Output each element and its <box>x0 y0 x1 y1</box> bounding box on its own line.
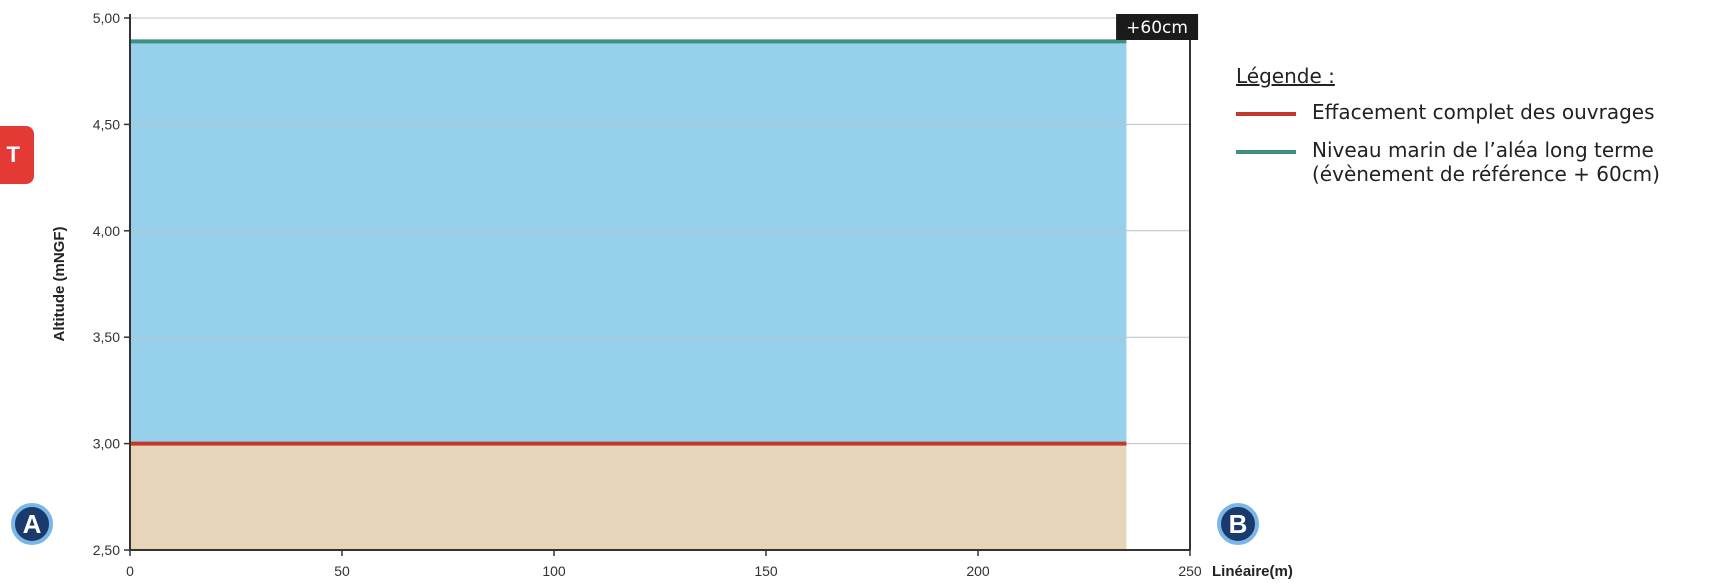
y-tick-label-5: 5,00 <box>93 10 120 26</box>
legend-swatch-red <box>1236 112 1296 116</box>
x-tick-label-0: 0 <box>126 563 134 579</box>
legend: Légende : Effacement complet des ouvrage… <box>1236 64 1716 200</box>
y-tick-label-2: 3,50 <box>93 329 120 345</box>
x-tick-label-3: 150 <box>754 563 778 579</box>
ground-fill <box>130 443 1127 550</box>
legend-item-effacement: Effacement complet des ouvrages <box>1236 100 1716 124</box>
y-axis-title: Altitude (mNGF) <box>51 227 68 342</box>
point-b-label: B <box>1228 508 1248 539</box>
y-tick-label-0: 2,50 <box>93 542 120 558</box>
x-tick-label-1: 50 <box>334 563 350 579</box>
sea-fill <box>130 41 1127 444</box>
point-a-marker: A <box>11 503 53 545</box>
x-tick-label-4: 200 <box>966 563 990 579</box>
point-b-marker: B <box>1217 503 1259 545</box>
legend-item-niveau-marin: Niveau marin de l’aléa long terme (évène… <box>1236 138 1716 186</box>
annotation-box <box>1116 14 1199 40</box>
y-tick-label-1: 3,00 <box>93 436 120 452</box>
legend-swatch-green <box>1236 150 1296 154</box>
y-tick-label-4: 4,50 <box>93 116 120 132</box>
side-tab[interactable]: T <box>0 126 34 184</box>
point-a-label: A <box>22 508 42 539</box>
x-tick-label-5: 250 <box>1178 563 1202 579</box>
side-tab-label: T <box>6 142 20 167</box>
x-tick-label-2: 100 <box>542 563 566 579</box>
annotation-label: +60cm <box>1126 18 1188 38</box>
legend-title: Légende : <box>1236 64 1335 88</box>
legend-label-effacement: Effacement complet des ouvrages <box>1312 100 1655 124</box>
x-axis-title: Linéaire(m) <box>1212 563 1293 580</box>
y-tick-label-3: 4,00 <box>93 223 120 239</box>
legend-label-niveau-marin: Niveau marin de l’aléa long terme (évène… <box>1312 138 1660 186</box>
